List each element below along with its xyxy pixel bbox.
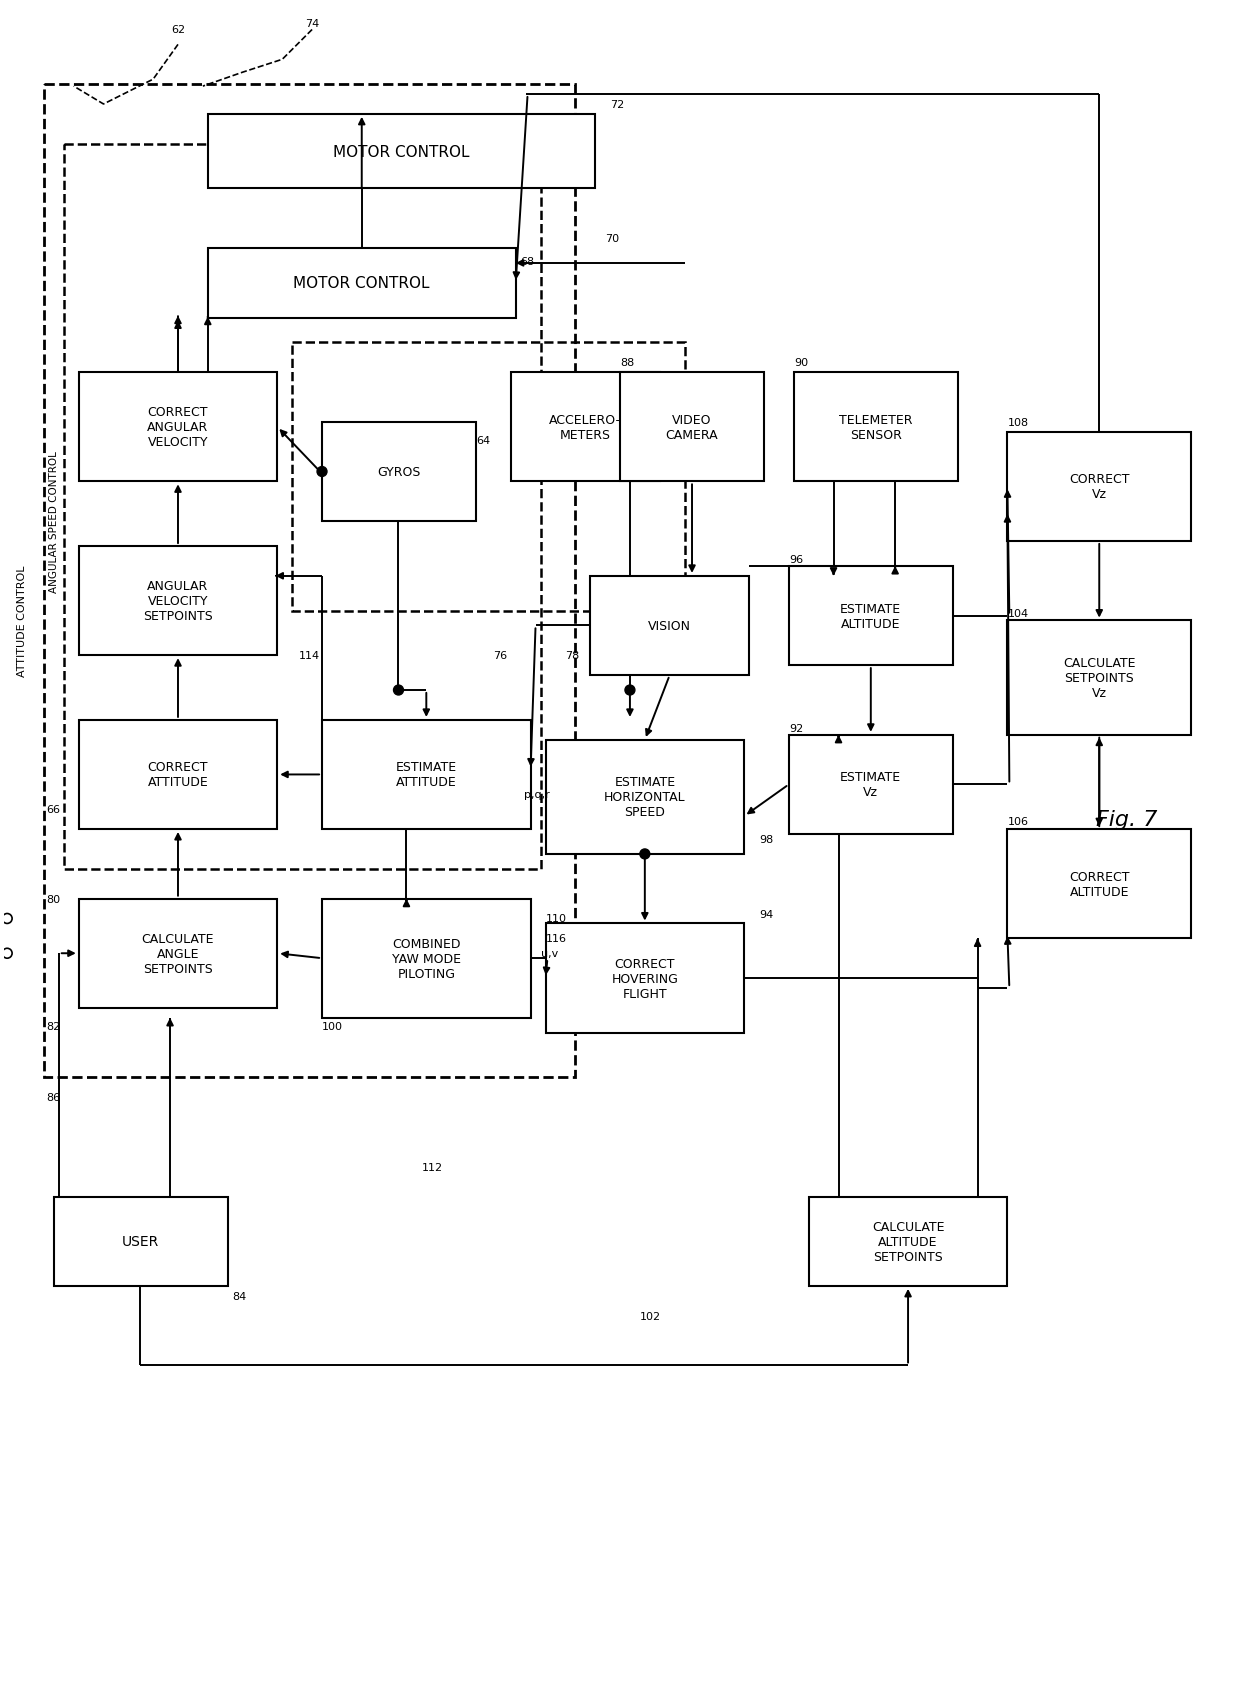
Bar: [546, 740, 744, 854]
Text: 92: 92: [789, 723, 804, 733]
Bar: [78, 720, 278, 829]
Text: COMBINED
YAW MODE
PILOTING: COMBINED YAW MODE PILOTING: [392, 937, 461, 981]
Circle shape: [625, 686, 635, 696]
Bar: [1007, 432, 1192, 542]
Text: 80: 80: [46, 895, 60, 903]
Bar: [43, 86, 575, 1078]
Text: CORRECT
ANGULAR
VELOCITY: CORRECT ANGULAR VELOCITY: [148, 405, 208, 449]
Text: ANGULAR
VELOCITY
SETPOINTS: ANGULAR VELOCITY SETPOINTS: [143, 580, 213, 622]
Text: 76: 76: [492, 651, 507, 661]
Bar: [78, 547, 278, 656]
Bar: [208, 114, 595, 190]
Bar: [208, 249, 516, 318]
Text: MOTOR CONTROL: MOTOR CONTROL: [334, 145, 470, 160]
Bar: [590, 577, 749, 676]
Text: 70: 70: [605, 234, 619, 244]
Text: p,q,r: p,q,r: [523, 791, 549, 801]
Text: CORRECT
Vz: CORRECT Vz: [1069, 473, 1130, 501]
Text: TELEMETER
SENSOR: TELEMETER SENSOR: [839, 414, 913, 442]
Bar: [808, 1198, 1007, 1287]
Text: 86: 86: [46, 1093, 60, 1103]
Text: CALCULATE
ANGLE
SETPOINTS: CALCULATE ANGLE SETPOINTS: [141, 932, 215, 976]
Text: 116: 116: [546, 934, 567, 944]
Text: 112: 112: [422, 1162, 443, 1172]
Text: 62: 62: [171, 25, 185, 35]
Bar: [322, 900, 531, 1018]
Text: GYROS: GYROS: [377, 466, 420, 479]
Text: ESTIMATE
Vz: ESTIMATE Vz: [841, 770, 901, 799]
Circle shape: [393, 686, 403, 696]
Bar: [293, 343, 684, 611]
Text: 66: 66: [46, 804, 60, 814]
Text: 106: 106: [1007, 817, 1028, 826]
Text: 88: 88: [620, 358, 634, 368]
Text: ANGULAR SPEED CONTROL: ANGULAR SPEED CONTROL: [48, 451, 58, 592]
Bar: [78, 373, 278, 483]
Bar: [794, 373, 957, 483]
Text: 102: 102: [640, 1310, 661, 1320]
Text: 72: 72: [610, 99, 624, 109]
Text: ESTIMATE
HORIZONTAL
SPEED: ESTIMATE HORIZONTAL SPEED: [604, 775, 686, 819]
Text: ACCELERO-
METERS: ACCELERO- METERS: [549, 414, 621, 442]
Text: CALCULATE
ALTITUDE
SETPOINTS: CALCULATE ALTITUDE SETPOINTS: [872, 1219, 945, 1263]
Text: CORRECT
HOVERING
FLIGHT: CORRECT HOVERING FLIGHT: [611, 957, 678, 1001]
Text: 114: 114: [299, 651, 320, 661]
Text: 84: 84: [233, 1292, 247, 1302]
Text: ESTIMATE
ALTITUDE: ESTIMATE ALTITUDE: [841, 602, 901, 631]
Circle shape: [317, 468, 327, 478]
Text: ESTIMATE
ATTITUDE: ESTIMATE ATTITUDE: [396, 760, 456, 789]
Text: 98: 98: [759, 834, 774, 844]
Bar: [789, 567, 952, 666]
Text: 108: 108: [1007, 417, 1028, 427]
Bar: [78, 900, 278, 1008]
Text: 82: 82: [46, 1021, 60, 1031]
Text: MOTOR CONTROL: MOTOR CONTROL: [294, 276, 430, 291]
Text: CORRECT
ATTITUDE: CORRECT ATTITUDE: [148, 760, 208, 789]
Text: Fig. 7: Fig. 7: [1096, 809, 1157, 829]
Bar: [322, 720, 531, 829]
Circle shape: [640, 849, 650, 860]
Text: 68: 68: [521, 257, 534, 267]
Text: 94: 94: [759, 908, 774, 918]
Text: 104: 104: [1007, 609, 1028, 619]
Text: ATTITUDE CONTROL: ATTITUDE CONTROL: [17, 565, 27, 676]
Text: CALCULATE
SETPOINTS
Vz: CALCULATE SETPOINTS Vz: [1063, 656, 1136, 700]
Bar: [620, 373, 764, 483]
Bar: [1007, 829, 1192, 939]
Text: 78: 78: [565, 651, 579, 661]
Bar: [789, 735, 952, 834]
Text: 100: 100: [322, 1021, 343, 1031]
Text: 74: 74: [305, 19, 319, 29]
Text: CORRECT
ALTITUDE: CORRECT ALTITUDE: [1069, 870, 1130, 898]
Text: USER: USER: [122, 1235, 160, 1248]
Bar: [1007, 621, 1192, 735]
Bar: [63, 145, 541, 870]
Bar: [546, 923, 744, 1033]
Text: 110: 110: [546, 913, 567, 923]
Bar: [53, 1198, 228, 1287]
Text: 64: 64: [476, 436, 490, 446]
Text: VISION: VISION: [649, 619, 691, 632]
Text: u,v: u,v: [541, 949, 558, 959]
Text: VIDEO
CAMERA: VIDEO CAMERA: [666, 414, 718, 442]
Text: 90: 90: [794, 358, 808, 368]
Text: 96: 96: [789, 555, 804, 565]
Bar: [322, 422, 476, 521]
Bar: [511, 373, 660, 483]
